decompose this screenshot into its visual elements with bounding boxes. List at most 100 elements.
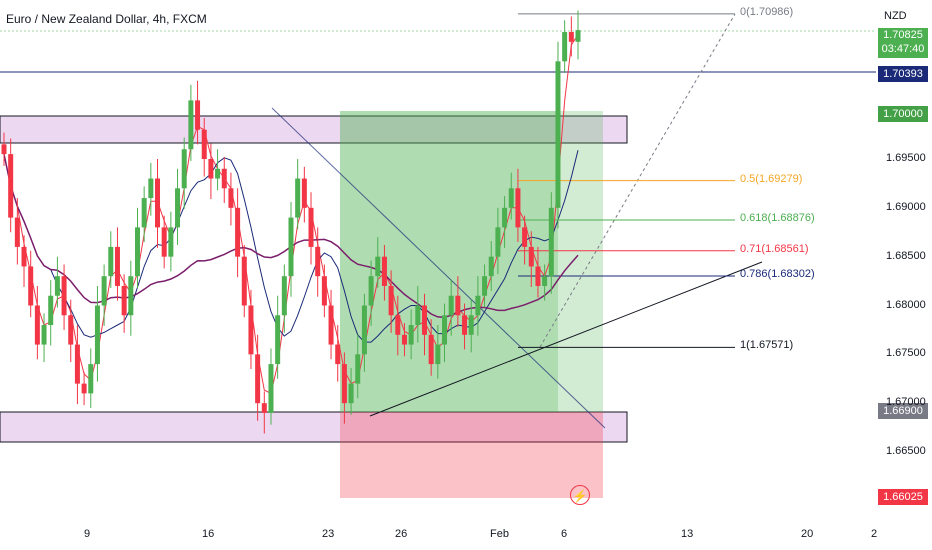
candle-body xyxy=(221,168,227,189)
candle-body xyxy=(195,100,201,130)
candle-body xyxy=(562,32,568,62)
candle-body xyxy=(155,178,161,228)
x-axis-tick: 2 xyxy=(871,528,878,540)
candle-body xyxy=(74,344,80,384)
candle-body xyxy=(475,295,481,316)
candle-body xyxy=(21,246,27,267)
candle-body xyxy=(121,285,127,316)
candle-body xyxy=(508,188,514,208)
level-line-tag: 1.70393 xyxy=(878,66,928,82)
chart-title: Euro / New Zealand Dollar, 4h, FXCM xyxy=(6,12,207,26)
y-axis-tick: 1.67500 xyxy=(886,347,926,360)
candle-body xyxy=(281,276,287,316)
last-price-tag: 1.70825 03:47:40 xyxy=(878,28,928,58)
candle-body xyxy=(134,227,140,277)
candle-body xyxy=(388,285,394,316)
candle-body xyxy=(401,334,407,345)
x-axis-tick: 20 xyxy=(801,528,814,540)
candle-body xyxy=(488,256,494,277)
candle-body xyxy=(181,149,187,189)
candle-body xyxy=(301,178,307,208)
candle-body xyxy=(355,354,361,384)
y-axis-tick: 1.67000 xyxy=(886,396,926,409)
candle-body xyxy=(548,207,554,277)
fib-level-label: 0(1.70986) xyxy=(740,5,794,18)
candle-body xyxy=(495,227,501,257)
trend-line-down xyxy=(271,107,606,429)
x-axis-tick: Feb xyxy=(490,528,509,540)
candle-body xyxy=(348,383,354,404)
candle-body xyxy=(275,315,281,365)
resistance-zone xyxy=(0,115,628,144)
candle-body xyxy=(448,295,454,316)
fib-level-label: 0.5(1.69279) xyxy=(740,172,803,185)
lightning-icon[interactable]: ⚡ xyxy=(570,485,590,505)
candle-body xyxy=(94,305,100,365)
fib-level-label: 0.786(1.68302) xyxy=(740,268,815,280)
candle-body xyxy=(8,154,14,218)
candle-body xyxy=(261,403,267,413)
candle-body xyxy=(328,305,334,345)
y-axis-tick: 1.66500 xyxy=(886,445,926,457)
x-axis-tick: 6 xyxy=(561,528,568,540)
stop-zone xyxy=(340,412,603,498)
candle-body xyxy=(462,315,468,335)
x-axis-tick: 26 xyxy=(395,528,408,540)
candle-body xyxy=(48,295,54,326)
candle-body xyxy=(455,295,461,316)
candle-body xyxy=(515,188,521,228)
candle-body xyxy=(295,178,301,218)
candle-body xyxy=(361,305,367,355)
candle-body xyxy=(114,246,120,286)
candle-body xyxy=(175,188,181,228)
profit-zone-dark xyxy=(340,111,558,412)
candle-body xyxy=(68,315,74,345)
y-axis-tick: 1.68000 xyxy=(886,298,926,311)
candle-body xyxy=(368,276,374,306)
candle-body xyxy=(381,256,387,286)
candle-body xyxy=(288,217,294,277)
y-axis-tick: 1.69000 xyxy=(886,200,926,213)
candle-body xyxy=(408,325,414,345)
candle-body xyxy=(308,207,314,247)
candle-body xyxy=(215,168,221,179)
fib-level-label: 0.618(1.68876) xyxy=(740,211,815,224)
x-axis-tick: 16 xyxy=(202,528,215,540)
y-axis-tick: 1.69500 xyxy=(886,152,926,164)
candle-body xyxy=(14,217,20,247)
candle-body xyxy=(542,276,548,286)
x-axis-tick: 9 xyxy=(84,528,91,540)
candle-body xyxy=(161,227,167,257)
candle-body xyxy=(268,364,274,413)
fib-level-label: 1(1.67571) xyxy=(740,339,794,352)
candle-body xyxy=(141,198,147,228)
candle-body xyxy=(428,334,434,365)
candle-body xyxy=(341,364,347,404)
candle-body xyxy=(54,276,60,296)
x-axis-tick: 23 xyxy=(322,528,335,540)
candle-body xyxy=(435,344,441,365)
candle-body xyxy=(255,354,261,404)
candle-body xyxy=(188,100,194,150)
y-axis-tick: 1.68500 xyxy=(886,249,926,262)
candle-body xyxy=(34,305,40,345)
candle-body xyxy=(375,256,381,277)
candle-body xyxy=(248,305,254,355)
candle-body xyxy=(241,256,247,306)
candle-body xyxy=(148,178,154,199)
target-tag: 1.70000 xyxy=(878,106,928,122)
candle-body xyxy=(415,305,421,326)
candle-body xyxy=(502,207,508,228)
candle-body xyxy=(101,276,107,306)
currency-label: NZD xyxy=(884,10,907,22)
candle-body xyxy=(522,227,528,247)
candle-body xyxy=(555,61,561,208)
last-price-value: 1.70825 xyxy=(883,29,923,41)
candle-body xyxy=(482,276,488,296)
candle-body xyxy=(108,246,114,277)
candle-body xyxy=(201,129,207,159)
candle-body xyxy=(228,188,234,208)
bar-countdown: 03:47:40 xyxy=(881,43,925,55)
